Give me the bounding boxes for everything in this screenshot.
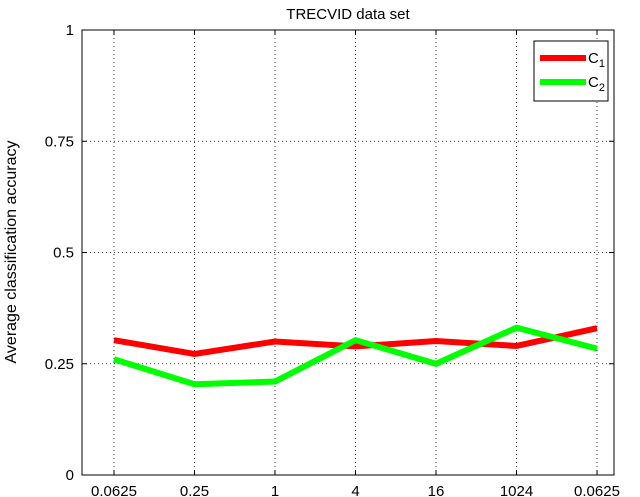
y-tick-label: 0.25: [45, 356, 74, 373]
y-tick-label: 0: [66, 467, 74, 484]
legend-box: [533, 40, 609, 102]
legend-label-subscript: 1: [599, 58, 605, 70]
ticks: 0.0625 0.25 1 4 16 1024 0.0625 0 0.25 0.5 0.75 1: [45, 22, 620, 497]
y-tick-label: 0.75: [45, 133, 74, 150]
x-tick-label: 0.0625: [574, 483, 620, 497]
x-tick-label: 0.25: [180, 483, 209, 497]
series-line-2: [113, 324, 598, 388]
y-tick-label: 1: [66, 22, 74, 39]
y-tick-label: 0.5: [53, 245, 74, 262]
legend-label: C2: [588, 74, 605, 94]
y-axis-label: Average classification accuracy: [3, 141, 20, 364]
legend-label-subscript: 2: [599, 82, 605, 94]
x-tick-label: 0.0625: [91, 483, 137, 497]
legend-label-main: C: [588, 50, 599, 67]
series-lines: [113, 324, 598, 388]
x-tick-label: 1: [271, 483, 279, 497]
x-tick-label: 1024: [500, 483, 533, 497]
series-line-1: [113, 325, 598, 357]
grid-lines: [82, 30, 614, 475]
legend-label: C1: [588, 50, 605, 70]
x-tick-label: 4: [351, 483, 359, 497]
x-tick-label: 16: [428, 483, 445, 497]
chart-title: TRECVID data set: [286, 6, 410, 23]
legend-label-main: C: [588, 74, 599, 91]
